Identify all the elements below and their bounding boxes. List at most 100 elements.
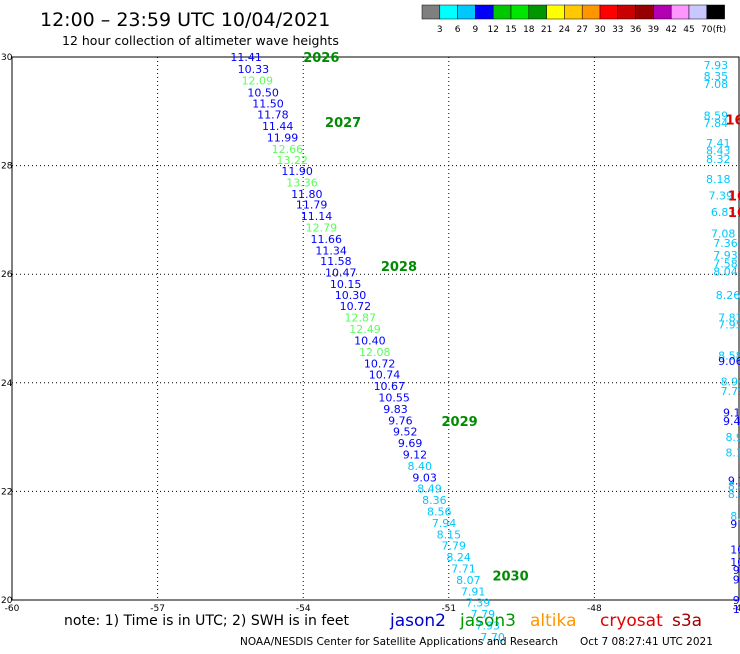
swh-label: 10.72 xyxy=(364,357,396,370)
colorbar-tick-label: 39 xyxy=(648,25,660,35)
footer-note: note: 1) Time is in UTC; 2) SWH is in fe… xyxy=(64,613,350,629)
swh-label: 10.47 xyxy=(325,267,357,280)
swh-label: 8.45 xyxy=(728,480,740,493)
swh-label: 13.36 xyxy=(286,176,318,189)
swh-label: 10.8 xyxy=(730,556,740,569)
colorbar-swatch xyxy=(510,4,530,20)
legend-entry-cryosat: cryosat xyxy=(600,611,663,631)
swh-label: 7.83 xyxy=(718,312,740,325)
swh-label: 7.08 xyxy=(704,78,729,91)
colorbar-tick-label: 70 xyxy=(701,25,713,35)
grid xyxy=(12,57,740,600)
colorbar-tick-label: 3 xyxy=(437,25,443,35)
colorbar-swatch xyxy=(617,4,636,20)
x-tick-label: -57 xyxy=(150,604,165,614)
y-tick-label: 22 xyxy=(1,487,12,497)
swh-label: 8.85 xyxy=(728,488,740,501)
swh-label: 8.49 xyxy=(417,483,442,496)
legend-entry-s3a: s3a xyxy=(672,611,702,631)
colorbar-swatch xyxy=(528,4,547,20)
swh-label: 11.78 xyxy=(257,109,289,122)
colorbar-tick-label: 42 xyxy=(665,25,676,35)
swh-label: 8.16 xyxy=(725,446,740,459)
swh-label: 8.96 xyxy=(721,376,740,389)
y-tick-label: 28 xyxy=(1,162,13,172)
swh-label: 7.39 xyxy=(466,597,491,610)
swh-label: 8.04 xyxy=(713,265,738,278)
swh-label: 9.3 xyxy=(733,594,740,607)
swh-label: 12.87 xyxy=(344,312,376,325)
swh-label: 8.36 xyxy=(422,494,447,507)
time-labels: 2026 2027 2028 2029 2030 xyxy=(303,51,528,585)
colorbar-tick-label: 36 xyxy=(630,25,642,35)
swh-label: 7.39 xyxy=(708,189,733,202)
swh-label: 8.58 xyxy=(718,350,740,363)
colorbar-tick-label: 24 xyxy=(559,25,571,35)
swh-label: 10.67 xyxy=(374,380,406,393)
swh-label: 7.58 xyxy=(713,257,738,270)
chart-header: 12:00 – 23:59 UTC 10/04/2021 12 hour col… xyxy=(40,9,339,48)
y-tick-label: 20 xyxy=(1,596,13,606)
colorbar-tick-label: 21 xyxy=(541,25,552,35)
legend-entry-jason3: jason3 xyxy=(459,611,516,631)
swh-label: 11.90 xyxy=(281,165,313,178)
colorbar-swatch xyxy=(599,4,619,20)
colorbar-swatch xyxy=(546,4,565,20)
y-axis-ticks: 20 22 24 26 28 30 xyxy=(1,53,13,606)
swh-label: 7.08 xyxy=(711,227,736,240)
y-tick-label: 30 xyxy=(1,53,13,63)
swh-label: 10.30 xyxy=(335,289,367,302)
colorbar-swatch xyxy=(439,4,458,20)
x-tick-label: -45 xyxy=(733,604,740,614)
swh-label: 8.32 xyxy=(706,153,731,166)
swh-label: 8.99 xyxy=(725,431,740,444)
swh-label: 9.06 xyxy=(718,355,740,368)
colorbar-swatch xyxy=(492,4,512,20)
colorbar-swatch xyxy=(706,4,725,20)
colorbar-tick-label: 18 xyxy=(523,25,535,35)
swh-label: 12.79 xyxy=(306,222,338,235)
x-axis-ticks: -60 -57 -54 -51 -48 -45 xyxy=(5,604,740,614)
colorbar-swatch xyxy=(475,4,494,20)
swh-label: 10.40 xyxy=(354,334,386,347)
swh-label: 8.15 xyxy=(437,528,462,541)
swh-label: 9.76 xyxy=(388,414,413,427)
colorbar-unit: (ft) xyxy=(713,25,727,35)
colorbar-swatch xyxy=(581,4,601,20)
footer-credit: NOAA/NESDIS Center for Satellite Applica… xyxy=(240,636,558,648)
colorbar-swatch xyxy=(457,4,476,20)
swh-label: 9.1 xyxy=(733,573,740,586)
swh-label: 9.03 xyxy=(412,471,437,484)
swh-label: 8.24 xyxy=(446,551,471,564)
swh-label: 13.22 xyxy=(277,154,309,167)
swh-label: 11.34 xyxy=(315,244,347,257)
swh-label: 8.26 xyxy=(716,289,740,302)
time-label: 2030 xyxy=(492,570,528,585)
x-tick-label: -60 xyxy=(5,604,20,614)
chart-subtitle: 12 hour collection of altimeter wave hei… xyxy=(62,33,339,48)
time-label: 2026 xyxy=(303,51,339,66)
swh-label: 9.83 xyxy=(383,403,408,416)
colorbar-swatch xyxy=(421,4,441,20)
colorbar-swatch xyxy=(635,4,654,20)
swh-label: 7.94 xyxy=(432,517,457,530)
colorbar-tick-label: 45 xyxy=(683,25,694,35)
swh-label-high: 16 xyxy=(728,206,740,221)
swh-label: 9.45 xyxy=(723,415,740,428)
swh-label: 8.43 xyxy=(706,144,731,157)
swh-label: 12.66 xyxy=(272,143,304,156)
colorbar: 3 6 9 12 15 18 21 24 27 30 33 36 39 42 45 70 (ft) xyxy=(421,4,727,35)
swh-label: 10.72 xyxy=(340,300,372,313)
swh-label: 11.99 xyxy=(267,131,299,144)
swh-label: 9.18 xyxy=(728,475,740,488)
legend-entry-jason2: jason2 xyxy=(389,611,446,631)
colorbar-swatch xyxy=(688,4,708,20)
x-tick-label: -54 xyxy=(296,604,311,614)
chart-title: 12:00 – 23:59 UTC 10/04/2021 xyxy=(40,9,330,31)
colorbar-tick-label: 9 xyxy=(473,25,479,35)
time-label: 2029 xyxy=(442,415,478,430)
swh-label: 8.56 xyxy=(427,505,452,518)
swh-label: 8.97 xyxy=(730,510,740,523)
swh-label: 10.50 xyxy=(247,86,278,99)
